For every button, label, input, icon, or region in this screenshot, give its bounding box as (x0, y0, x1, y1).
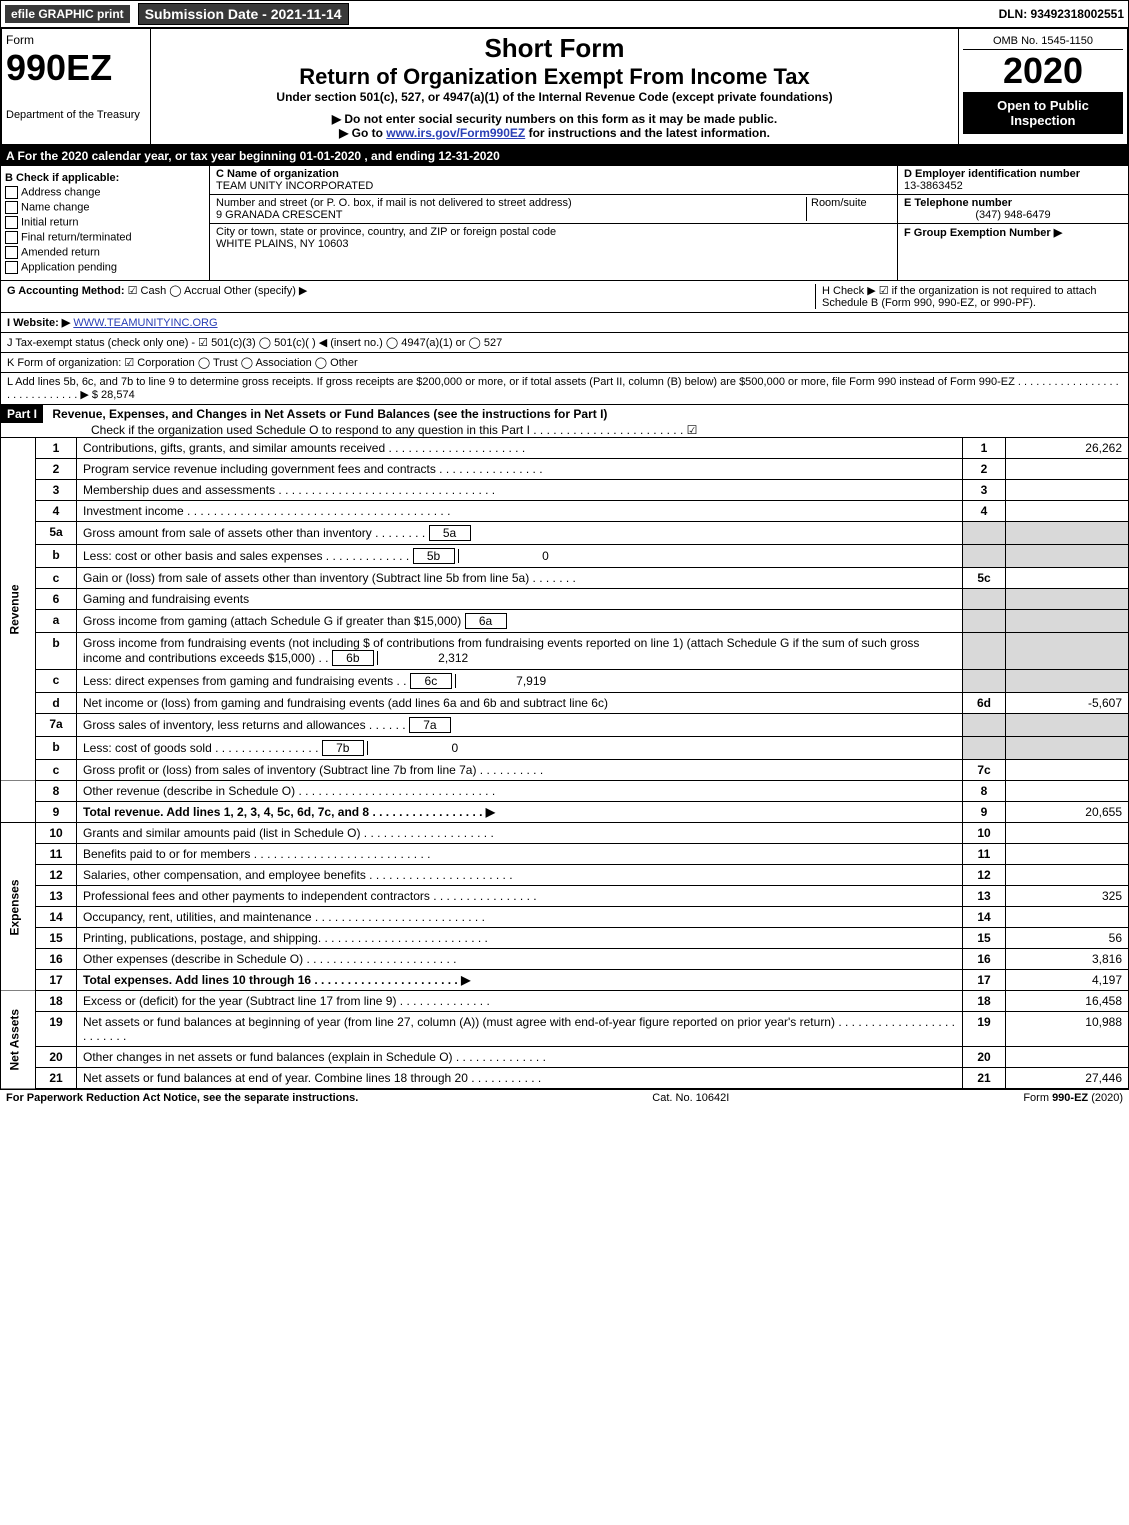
row-i: I Website: ▶ WWW.TEAMUNITYINC.ORG (0, 313, 1129, 333)
col-num: 1 (963, 438, 1006, 459)
dept-treasury: Department of the Treasury (6, 109, 146, 121)
top-bar: efile GRAPHIC print Submission Date - 20… (0, 0, 1129, 28)
irs-link[interactable]: www.irs.gov/Form990EZ (386, 126, 525, 140)
form-number: 990EZ (6, 47, 146, 89)
chk-name-change[interactable] (5, 201, 18, 214)
return-title: Return of Organization Exempt From Incom… (155, 64, 954, 90)
omb-number: OMB No. 1545-1150 (963, 33, 1123, 50)
group-exemption-label: F Group Exemption Number ▶ (904, 226, 1122, 239)
tax-period-bar: A For the 2020 calendar year, or tax yea… (0, 146, 1129, 166)
revenue-table: Revenue 1 Contributions, gifts, grants, … (0, 438, 1129, 823)
line-amount: 26,262 (1006, 438, 1129, 459)
room-label: Room/suite (806, 197, 891, 221)
addr-label: Number and street (or P. O. box, if mail… (216, 197, 806, 209)
website-link[interactable]: WWW.TEAMUNITYINC.ORG (73, 317, 217, 329)
h-check: H Check ▶ ☑ if the organization is not r… (815, 284, 1122, 309)
chk-amended-return[interactable] (5, 246, 18, 259)
row-j: J Tax-exempt status (check only one) - ☑… (0, 333, 1129, 353)
i-label: I Website: ▶ (7, 317, 70, 329)
row-l: L Add lines 5b, 6c, and 7b to line 9 to … (0, 373, 1129, 405)
check-if-header: B Check if applicable: (5, 172, 205, 184)
form-header: Form 990EZ Department of the Treasury Sh… (0, 28, 1129, 146)
chk-final-return[interactable] (5, 231, 18, 244)
expenses-table: Expenses 10 Grants and similar amounts p… (0, 823, 1129, 991)
g-options: ☑ Cash ◯ Accrual Other (specify) ▶ (128, 285, 308, 297)
org-name: TEAM UNITY INCORPORATED (216, 180, 891, 192)
info-block: B Check if applicable: Address change Na… (0, 166, 1129, 281)
page-footer: For Paperwork Reduction Act Notice, see … (0, 1089, 1129, 1106)
telephone-label: E Telephone number (904, 197, 1122, 209)
no-ssn-note: ▶ Do not enter social security numbers o… (155, 112, 954, 126)
g-label: G Accounting Method: (7, 285, 125, 297)
check-if-applicable: B Check if applicable: Address change Na… (1, 166, 210, 280)
city-label: City or town, state or province, country… (216, 226, 891, 238)
org-address: 9 GRANADA CRESCENT (216, 209, 806, 221)
form-word: Form (6, 33, 146, 47)
chk-application-pending[interactable] (5, 261, 18, 274)
ein-label: D Employer identification number (904, 168, 1122, 180)
short-form-title: Short Form (155, 33, 954, 64)
telephone-value: (347) 948-6479 (904, 209, 1122, 221)
open-inspection: Open to Public Inspection (963, 92, 1123, 134)
dln-label: DLN: 93492318002551 (999, 7, 1124, 21)
under-section: Under section 501(c), 527, or 4947(a)(1)… (155, 90, 954, 104)
footer-center: Cat. No. 10642I (652, 1092, 729, 1104)
chk-initial-return[interactable] (5, 216, 18, 229)
ein-value: 13-3863452 (904, 180, 1122, 192)
line-num: 1 (36, 438, 77, 459)
row-k: K Form of organization: ☑ Corporation ◯ … (0, 353, 1129, 373)
tax-year: 2020 (963, 50, 1123, 92)
submission-date: Submission Date - 2021-11-14 (138, 3, 349, 25)
revenue-section-label: Revenue (1, 438, 36, 781)
netassets-section-label: Net Assets (1, 991, 36, 1089)
line-label: Contributions, gifts, grants, and simila… (77, 438, 963, 459)
part1-header: Part I (1, 405, 43, 423)
chk-address-change[interactable] (5, 186, 18, 199)
org-city: WHITE PLAINS, NY 10603 (216, 238, 891, 250)
expenses-section-label: Expenses (1, 823, 36, 991)
part1-title: Revenue, Expenses, and Changes in Net As… (46, 404, 613, 424)
row-g-h: G Accounting Method: ☑ Cash ◯ Accrual Ot… (0, 281, 1129, 313)
netassets-table: Net Assets 18 Excess or (deficit) for th… (0, 991, 1129, 1089)
part1-header-row: Part I Revenue, Expenses, and Changes in… (0, 405, 1129, 438)
footer-right: Form 990-EZ (2020) (1023, 1092, 1123, 1104)
efile-graphic-print[interactable]: efile GRAPHIC print (5, 5, 130, 23)
footer-left: For Paperwork Reduction Act Notice, see … (6, 1092, 358, 1104)
part1-subtitle: Check if the organization used Schedule … (1, 423, 1128, 437)
org-name-label: C Name of organization (216, 168, 891, 180)
